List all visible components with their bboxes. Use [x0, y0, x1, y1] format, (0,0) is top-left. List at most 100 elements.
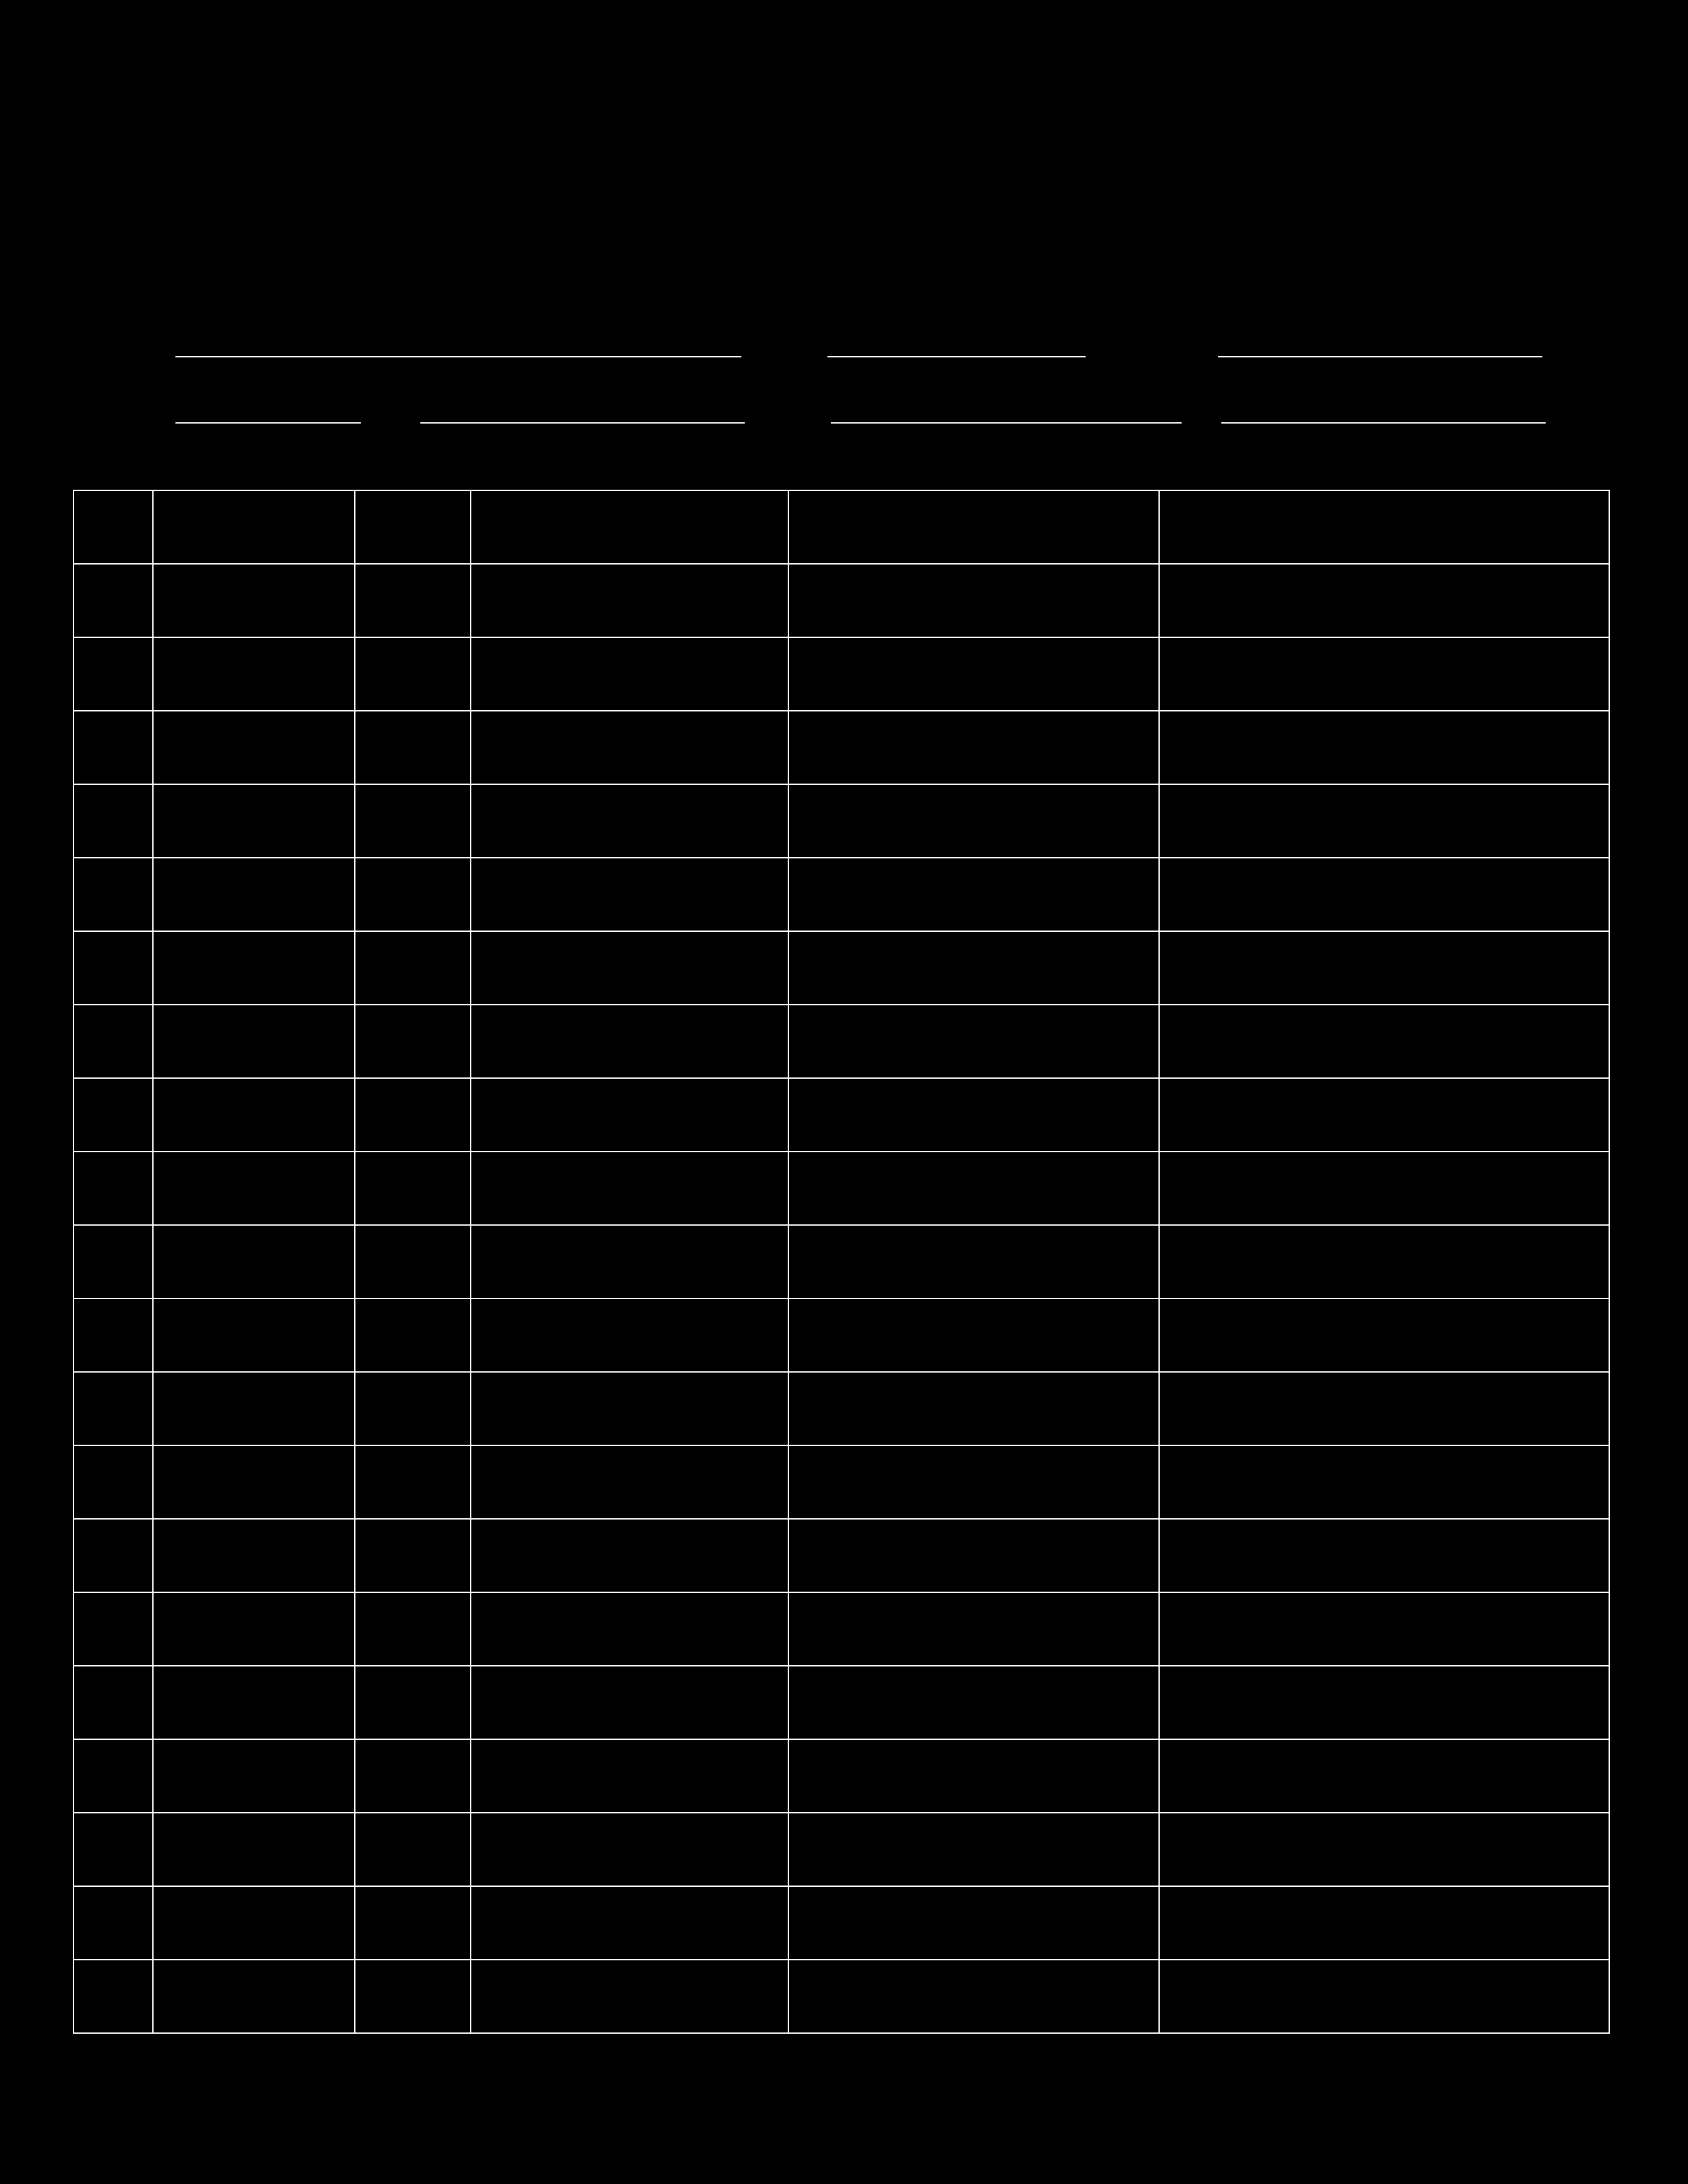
table-cell[interactable] [355, 1960, 471, 2033]
table-cell[interactable] [788, 637, 1159, 711]
table-cell[interactable] [788, 1298, 1159, 1372]
table-cell[interactable] [471, 1372, 788, 1445]
table-cell[interactable] [73, 1592, 153, 1666]
table-cell[interactable] [788, 1813, 1159, 1886]
table-cell[interactable] [355, 1813, 471, 1886]
table-cell[interactable] [355, 1592, 471, 1666]
table-cell[interactable] [471, 1592, 788, 1666]
table-cell[interactable] [1159, 1519, 1609, 1592]
table-cell[interactable] [73, 711, 153, 784]
table-cell[interactable] [471, 1519, 788, 1592]
table-cell[interactable] [153, 1886, 355, 1960]
table-cell[interactable] [73, 1813, 153, 1886]
table-cell[interactable] [471, 1298, 788, 1372]
table-cell[interactable] [788, 564, 1159, 637]
table-cell[interactable] [788, 1005, 1159, 1078]
table-cell[interactable] [788, 1445, 1159, 1519]
table-cell[interactable] [1159, 784, 1609, 858]
header-blank-line[interactable] [827, 356, 1086, 357]
table-cell[interactable] [153, 1298, 355, 1372]
table-cell[interactable] [1159, 1886, 1609, 1960]
table-cell[interactable] [1159, 931, 1609, 1005]
table-cell[interactable] [355, 1298, 471, 1372]
table-cell[interactable] [355, 784, 471, 858]
table-cell[interactable] [788, 784, 1159, 858]
table-cell[interactable] [355, 1152, 471, 1225]
table-cell[interactable] [153, 1445, 355, 1519]
table-cell[interactable] [73, 1005, 153, 1078]
table-cell[interactable] [471, 1152, 788, 1225]
table-cell[interactable] [1159, 1372, 1609, 1445]
table-cell[interactable] [471, 1445, 788, 1519]
table-cell[interactable] [471, 1739, 788, 1813]
table-cell[interactable] [1159, 1813, 1609, 1886]
table-cell[interactable] [788, 1225, 1159, 1298]
table-cell[interactable] [788, 1666, 1159, 1739]
table-cell[interactable] [73, 1666, 153, 1739]
table-cell[interactable] [471, 1960, 788, 2033]
table-cell[interactable] [73, 1298, 153, 1372]
table-cell[interactable] [471, 1005, 788, 1078]
table-cell[interactable] [788, 711, 1159, 784]
table-cell[interactable] [355, 1519, 471, 1592]
table-cell[interactable] [73, 1960, 153, 2033]
table-cell[interactable] [355, 564, 471, 637]
table-cell[interactable] [471, 1886, 788, 1960]
table-cell[interactable] [153, 1519, 355, 1592]
table-cell[interactable] [153, 1960, 355, 2033]
table-cell[interactable] [73, 1225, 153, 1298]
table-cell[interactable] [471, 858, 788, 931]
table-cell[interactable] [788, 1152, 1159, 1225]
table-cell[interactable] [788, 490, 1159, 564]
table-cell[interactable] [355, 1005, 471, 1078]
table-cell[interactable] [788, 1592, 1159, 1666]
table-cell[interactable] [1159, 1298, 1609, 1372]
table-cell[interactable] [788, 1078, 1159, 1152]
table-cell[interactable] [153, 1372, 355, 1445]
table-cell[interactable] [153, 1813, 355, 1886]
table-cell[interactable] [73, 858, 153, 931]
table-cell[interactable] [153, 711, 355, 784]
table-cell[interactable] [73, 564, 153, 637]
table-cell[interactable] [471, 1078, 788, 1152]
header-blank-line[interactable] [831, 422, 1182, 424]
table-cell[interactable] [471, 1813, 788, 1886]
table-cell[interactable] [1159, 490, 1609, 564]
header-blank-line[interactable] [175, 356, 741, 357]
table-cell[interactable] [153, 1005, 355, 1078]
table-cell[interactable] [1159, 858, 1609, 931]
table-cell[interactable] [73, 1078, 153, 1152]
table-cell[interactable] [788, 1372, 1159, 1445]
table-cell[interactable] [153, 1666, 355, 1739]
table-cell[interactable] [1159, 711, 1609, 784]
header-blank-line[interactable] [1218, 356, 1542, 357]
table-cell[interactable] [153, 1592, 355, 1666]
table-cell[interactable] [73, 1152, 153, 1225]
table-cell[interactable] [788, 858, 1159, 931]
table-cell[interactable] [153, 784, 355, 858]
table-cell[interactable] [1159, 1152, 1609, 1225]
table-cell[interactable] [1159, 1592, 1609, 1666]
table-cell[interactable] [355, 711, 471, 784]
table-cell[interactable] [153, 564, 355, 637]
table-cell[interactable] [153, 1152, 355, 1225]
table-cell[interactable] [1159, 1960, 1609, 2033]
table-cell[interactable] [355, 1739, 471, 1813]
table-cell[interactable] [471, 711, 788, 784]
table-cell[interactable] [788, 1519, 1159, 1592]
table-cell[interactable] [355, 1886, 471, 1960]
table-cell[interactable] [471, 637, 788, 711]
table-cell[interactable] [788, 1886, 1159, 1960]
table-cell[interactable] [471, 564, 788, 637]
table-cell[interactable] [355, 490, 471, 564]
table-cell[interactable] [153, 1739, 355, 1813]
table-cell[interactable] [153, 1078, 355, 1152]
table-cell[interactable] [153, 858, 355, 931]
table-cell[interactable] [355, 931, 471, 1005]
table-cell[interactable] [73, 931, 153, 1005]
table-cell[interactable] [1159, 1739, 1609, 1813]
table-cell[interactable] [1159, 1445, 1609, 1519]
table-cell[interactable] [73, 1445, 153, 1519]
table-cell[interactable] [788, 1739, 1159, 1813]
table-cell[interactable] [355, 1372, 471, 1445]
